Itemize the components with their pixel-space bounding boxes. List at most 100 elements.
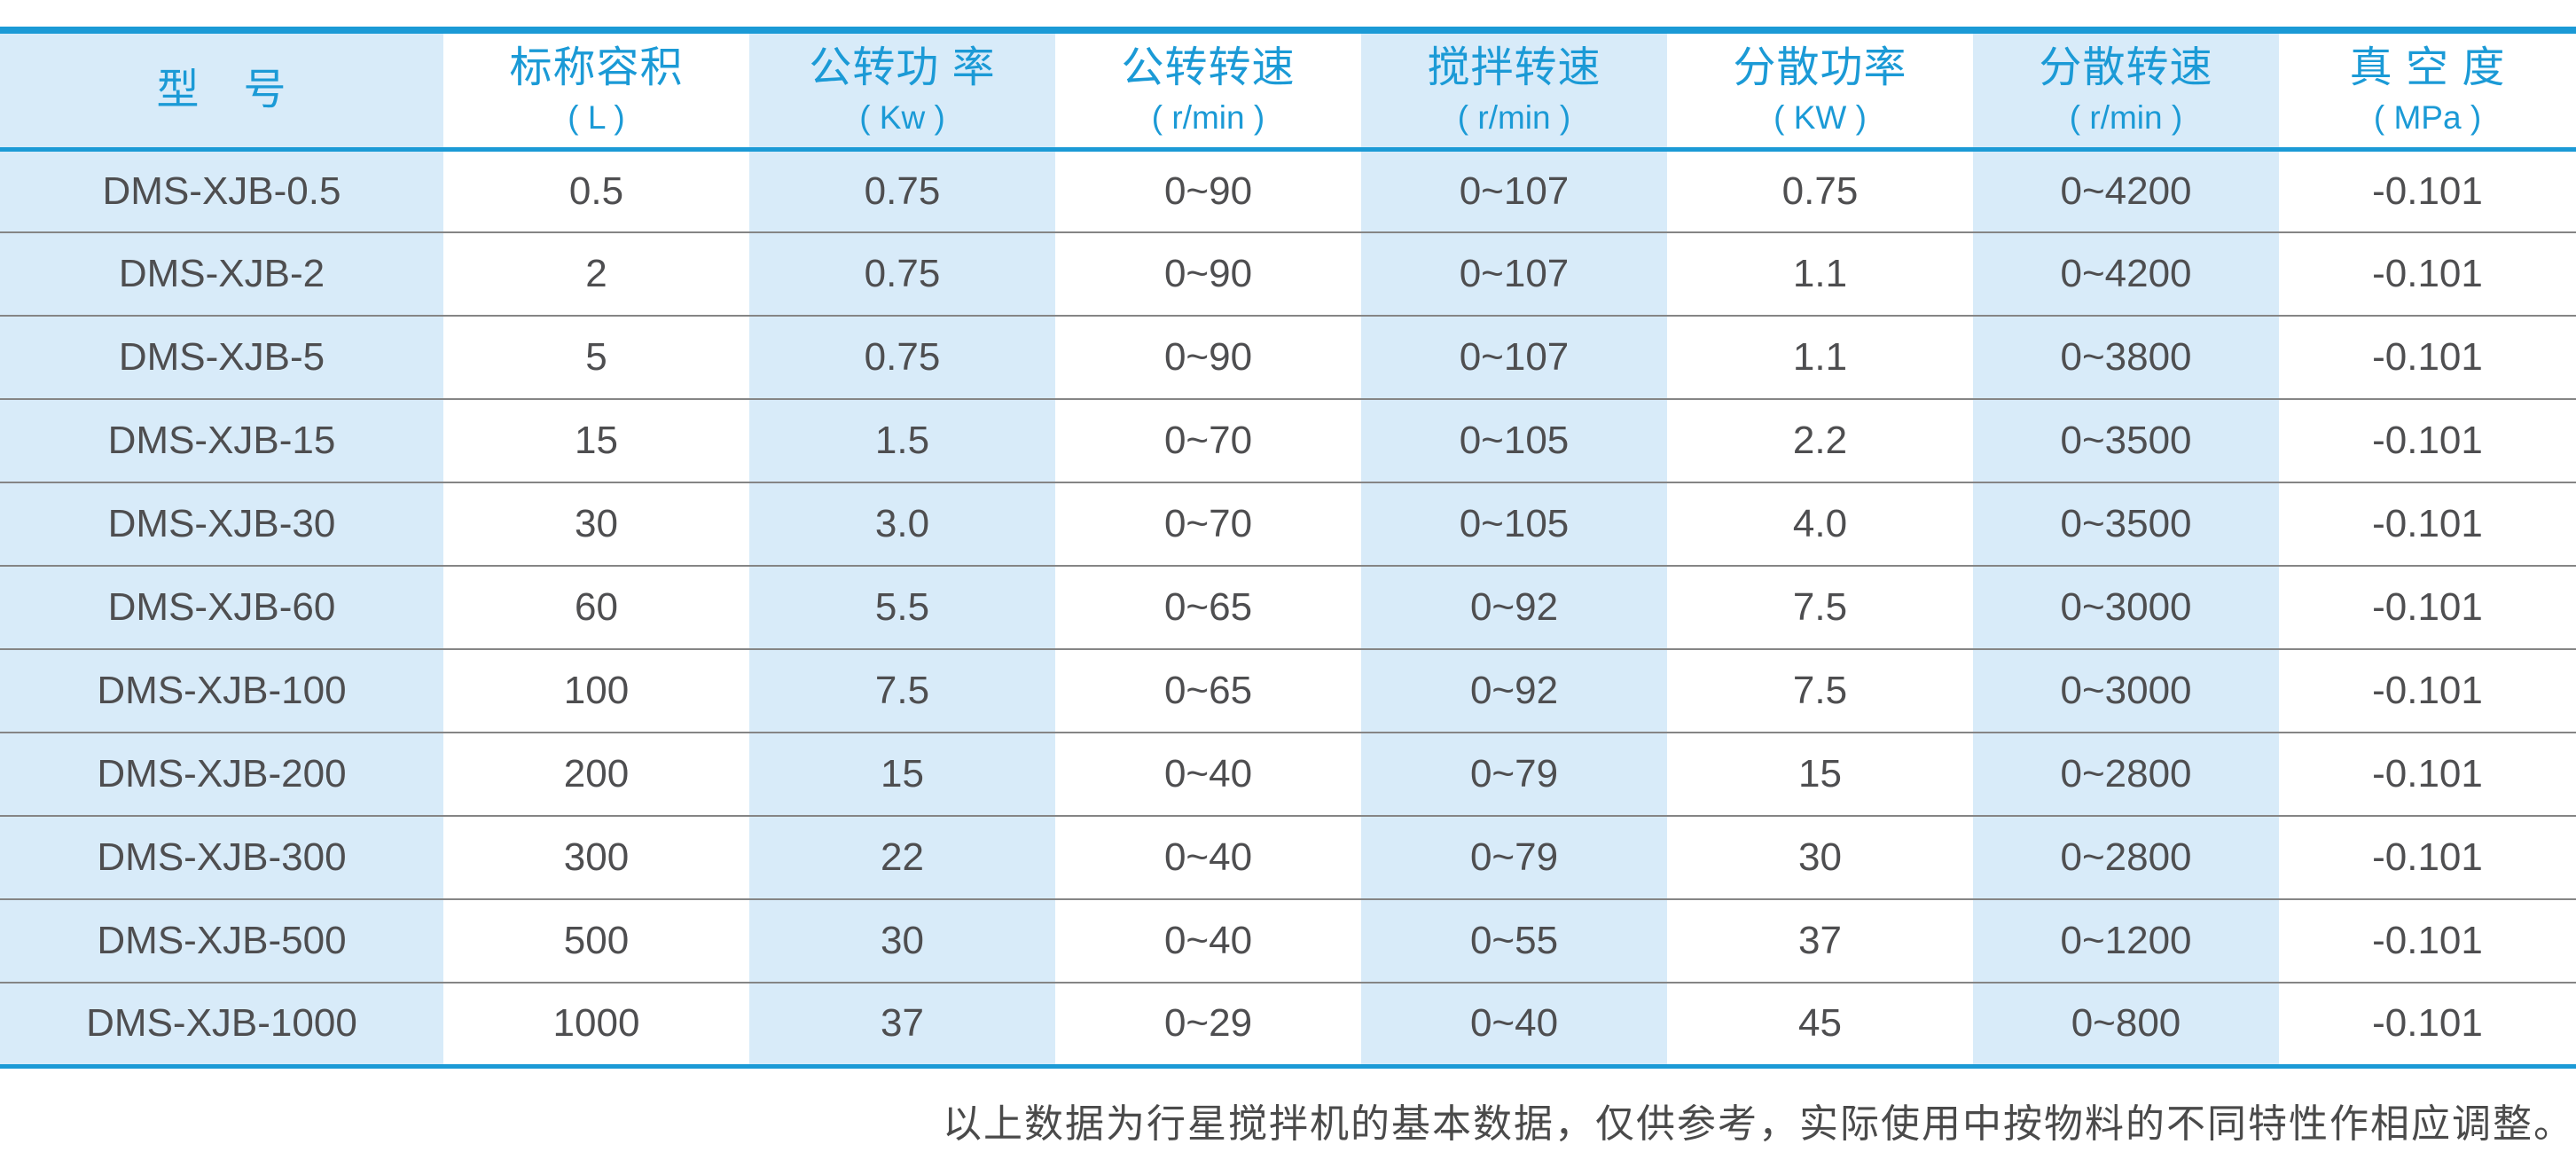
model-cell: DMS-XJB-5 — [0, 315, 443, 399]
value-cell: 0.5 — [568, 168, 624, 213]
column-unit: ( KW ) — [1773, 99, 1867, 137]
value-cell: 300 — [443, 815, 749, 899]
column-unit: ( r/min ) — [1457, 99, 1571, 137]
value-cell: 0~70 — [1055, 398, 1361, 482]
column-unit: ( r/min ) — [1151, 99, 1265, 137]
value-cell: 30 — [443, 482, 749, 566]
table-row: DMS-XJB-1000 1000 37 0~29 0~40 45 0~800 -0.101 — [0, 982, 2576, 1066]
table-row: DMS-XJB-15 15 1.5 0~70 0~105 2.2 0~3500 -0.101 — [0, 398, 2576, 482]
value-cell: -0.101 — [2279, 898, 2576, 983]
value-cell: 0~70 — [1055, 482, 1361, 566]
value-cell: 100 — [443, 648, 749, 733]
column-label: 搅拌转速 — [1427, 44, 1601, 92]
column-label: 标称容积 — [509, 44, 684, 92]
model-cell: DMS-XJB-0.5 — [0, 149, 443, 232]
value-cell: -0.101 — [2279, 315, 2576, 399]
value-cell: 0.75 — [749, 231, 1055, 316]
column-header: 分散转速 ( r/min ) — [1973, 30, 2279, 152]
value-cell: 1.1 — [1667, 315, 1973, 399]
table-row: DMS-XJB-0.5 0.5 0.75 0~90 0~107 0.75 0~4200 -0.… — [0, 149, 2576, 232]
model-cell: DMS-XJB-1000 — [0, 982, 443, 1066]
value-cell: 0~40 — [1055, 815, 1361, 899]
table-row: DMS-XJB-300 300 22 0~40 0~79 30 0~2800 -0.101 — [0, 815, 2576, 899]
value-cell: -0.101 — [2279, 482, 2576, 566]
value-cell: -0.101 — [2372, 168, 2483, 213]
value-cell: 0~2800 — [1973, 815, 2279, 899]
column-unit: ( L ) — [568, 99, 625, 137]
value-cell: 0.75 — [749, 315, 1055, 399]
value-cell: 0~107 — [1361, 315, 1667, 399]
value-cell: 0~29 — [1055, 982, 1361, 1066]
value-cell: 0~3800 — [1973, 315, 2279, 399]
column-header: 公转转速 ( r/min ) — [1055, 30, 1361, 152]
value-cell: 1.1 — [1667, 231, 1973, 316]
value-cell: 15 — [1667, 732, 1973, 816]
value-cell: 0~1200 — [1973, 898, 2279, 983]
value-cell: 0~107 — [1361, 231, 1667, 316]
value-cell: 2.2 — [1667, 398, 1973, 482]
value-cell: 5 — [443, 315, 749, 399]
value-cell: -0.101 — [2279, 231, 2576, 316]
value-cell: 1.5 — [749, 398, 1055, 482]
value-cell: 0.75 — [1781, 168, 1859, 213]
header-row: 型 号 标称容积 ( L ) 公转功 率( Kw ) 公转转速 ( r/min ) 搅拌转速… — [0, 30, 2576, 152]
spec-table: 型 号 标称容积 ( L ) 公转功 率( Kw ) 公转转速 ( r/min ) 搅拌转速… — [0, 27, 2576, 1069]
value-cell: -0.101 — [2279, 815, 2576, 899]
table-row: DMS-XJB-100 100 7.5 0~65 0~92 7.5 0~3000 -0.101 — [0, 648, 2576, 733]
value-cell: 0~65 — [1055, 565, 1361, 649]
value-cell: 0~3000 — [1973, 648, 2279, 733]
value-cell: 15 — [749, 732, 1055, 816]
value-cell: 0~40 — [1361, 982, 1667, 1066]
value-cell: 0~79 — [1361, 732, 1667, 816]
value-cell: 0~105 — [1361, 482, 1667, 566]
value-cell: 0~90 — [1055, 231, 1361, 316]
table-row: DMS-XJB-5 5 0.75 0~90 0~107 1.1 0~3800 -0.101 — [0, 315, 2576, 399]
value-cell: 0~55 — [1361, 898, 1667, 983]
value-cell: 45 — [1667, 982, 1973, 1066]
value-cell: 500 — [443, 898, 749, 983]
value-cell: 0~92 — [1361, 565, 1667, 649]
value-cell: 4.0 — [1667, 482, 1973, 566]
value-cell: 7.5 — [1667, 648, 1973, 733]
model-cell: DMS-XJB-300 — [0, 815, 443, 899]
table-row: DMS-XJB-60 60 5.5 0~65 0~92 7.5 0~3000 -0.101 — [0, 565, 2576, 649]
column-label: 型 号 — [156, 67, 287, 114]
model-cell: DMS-XJB-100 — [0, 648, 443, 733]
value-cell: 7.5 — [1667, 565, 1973, 649]
value-cell: 3.0 — [749, 482, 1055, 566]
value-cell: 0~4200 — [1973, 149, 2279, 232]
value-cell: 2 — [443, 231, 749, 316]
footnote-text: 以上数据为行星搅拌机的基本数据，仅供参考，实际使用中按物料的不同特性作相应调整。 — [943, 1101, 2574, 1147]
value-cell: 0~800 — [1973, 982, 2279, 1066]
value-cell: 22 — [749, 815, 1055, 899]
value-cell: 0~3500 — [1973, 482, 2279, 566]
value-cell: 0.75 — [749, 149, 1055, 232]
value-cell: 60 — [443, 565, 749, 649]
model-cell: DMS-XJB-2 — [0, 231, 443, 316]
table-row: DMS-XJB-500 500 30 0~40 0~55 37 0~1200 -0.101 — [0, 898, 2576, 983]
column-label: 公转转速 — [1121, 44, 1296, 92]
value-cell: 0~90 — [1163, 168, 1253, 213]
model-cell: DMS-XJB-15 — [0, 398, 443, 482]
value-cell: 0~92 — [1361, 648, 1667, 733]
model-cell: DMS-XJB-200 — [0, 732, 443, 816]
value-cell: 0~79 — [1361, 815, 1667, 899]
value-cell: 0~107 — [1361, 149, 1667, 232]
column-unit: ( Kw ) — [859, 99, 945, 137]
value-cell: 0~65 — [1055, 648, 1361, 733]
column-unit: ( MPa ) — [2373, 99, 2482, 137]
column-header: 真 空 度 ( MPa ) — [2279, 30, 2576, 152]
value-cell: -0.101 — [2279, 732, 2576, 816]
value-cell: 37 — [749, 982, 1055, 1066]
value-cell: -0.101 — [2279, 398, 2576, 482]
value-cell: -0.101 — [2279, 565, 2576, 649]
value-cell: 0~3500 — [1973, 398, 2279, 482]
value-cell: 0~4200 — [1973, 231, 2279, 316]
value-cell: 30 — [1667, 815, 1973, 899]
spec-table-head: 型 号 标称容积 ( L ) 公转功 率( Kw ) 公转转速 ( r/min ) 搅拌转速… — [0, 30, 2576, 152]
column-header: 公转功 率 ( Kw ) — [749, 30, 1055, 152]
model-cell: DMS-XJB-500 — [0, 898, 443, 983]
value-cell: 0~40 — [1055, 732, 1361, 816]
value-cell: 0~40 — [1055, 898, 1361, 983]
